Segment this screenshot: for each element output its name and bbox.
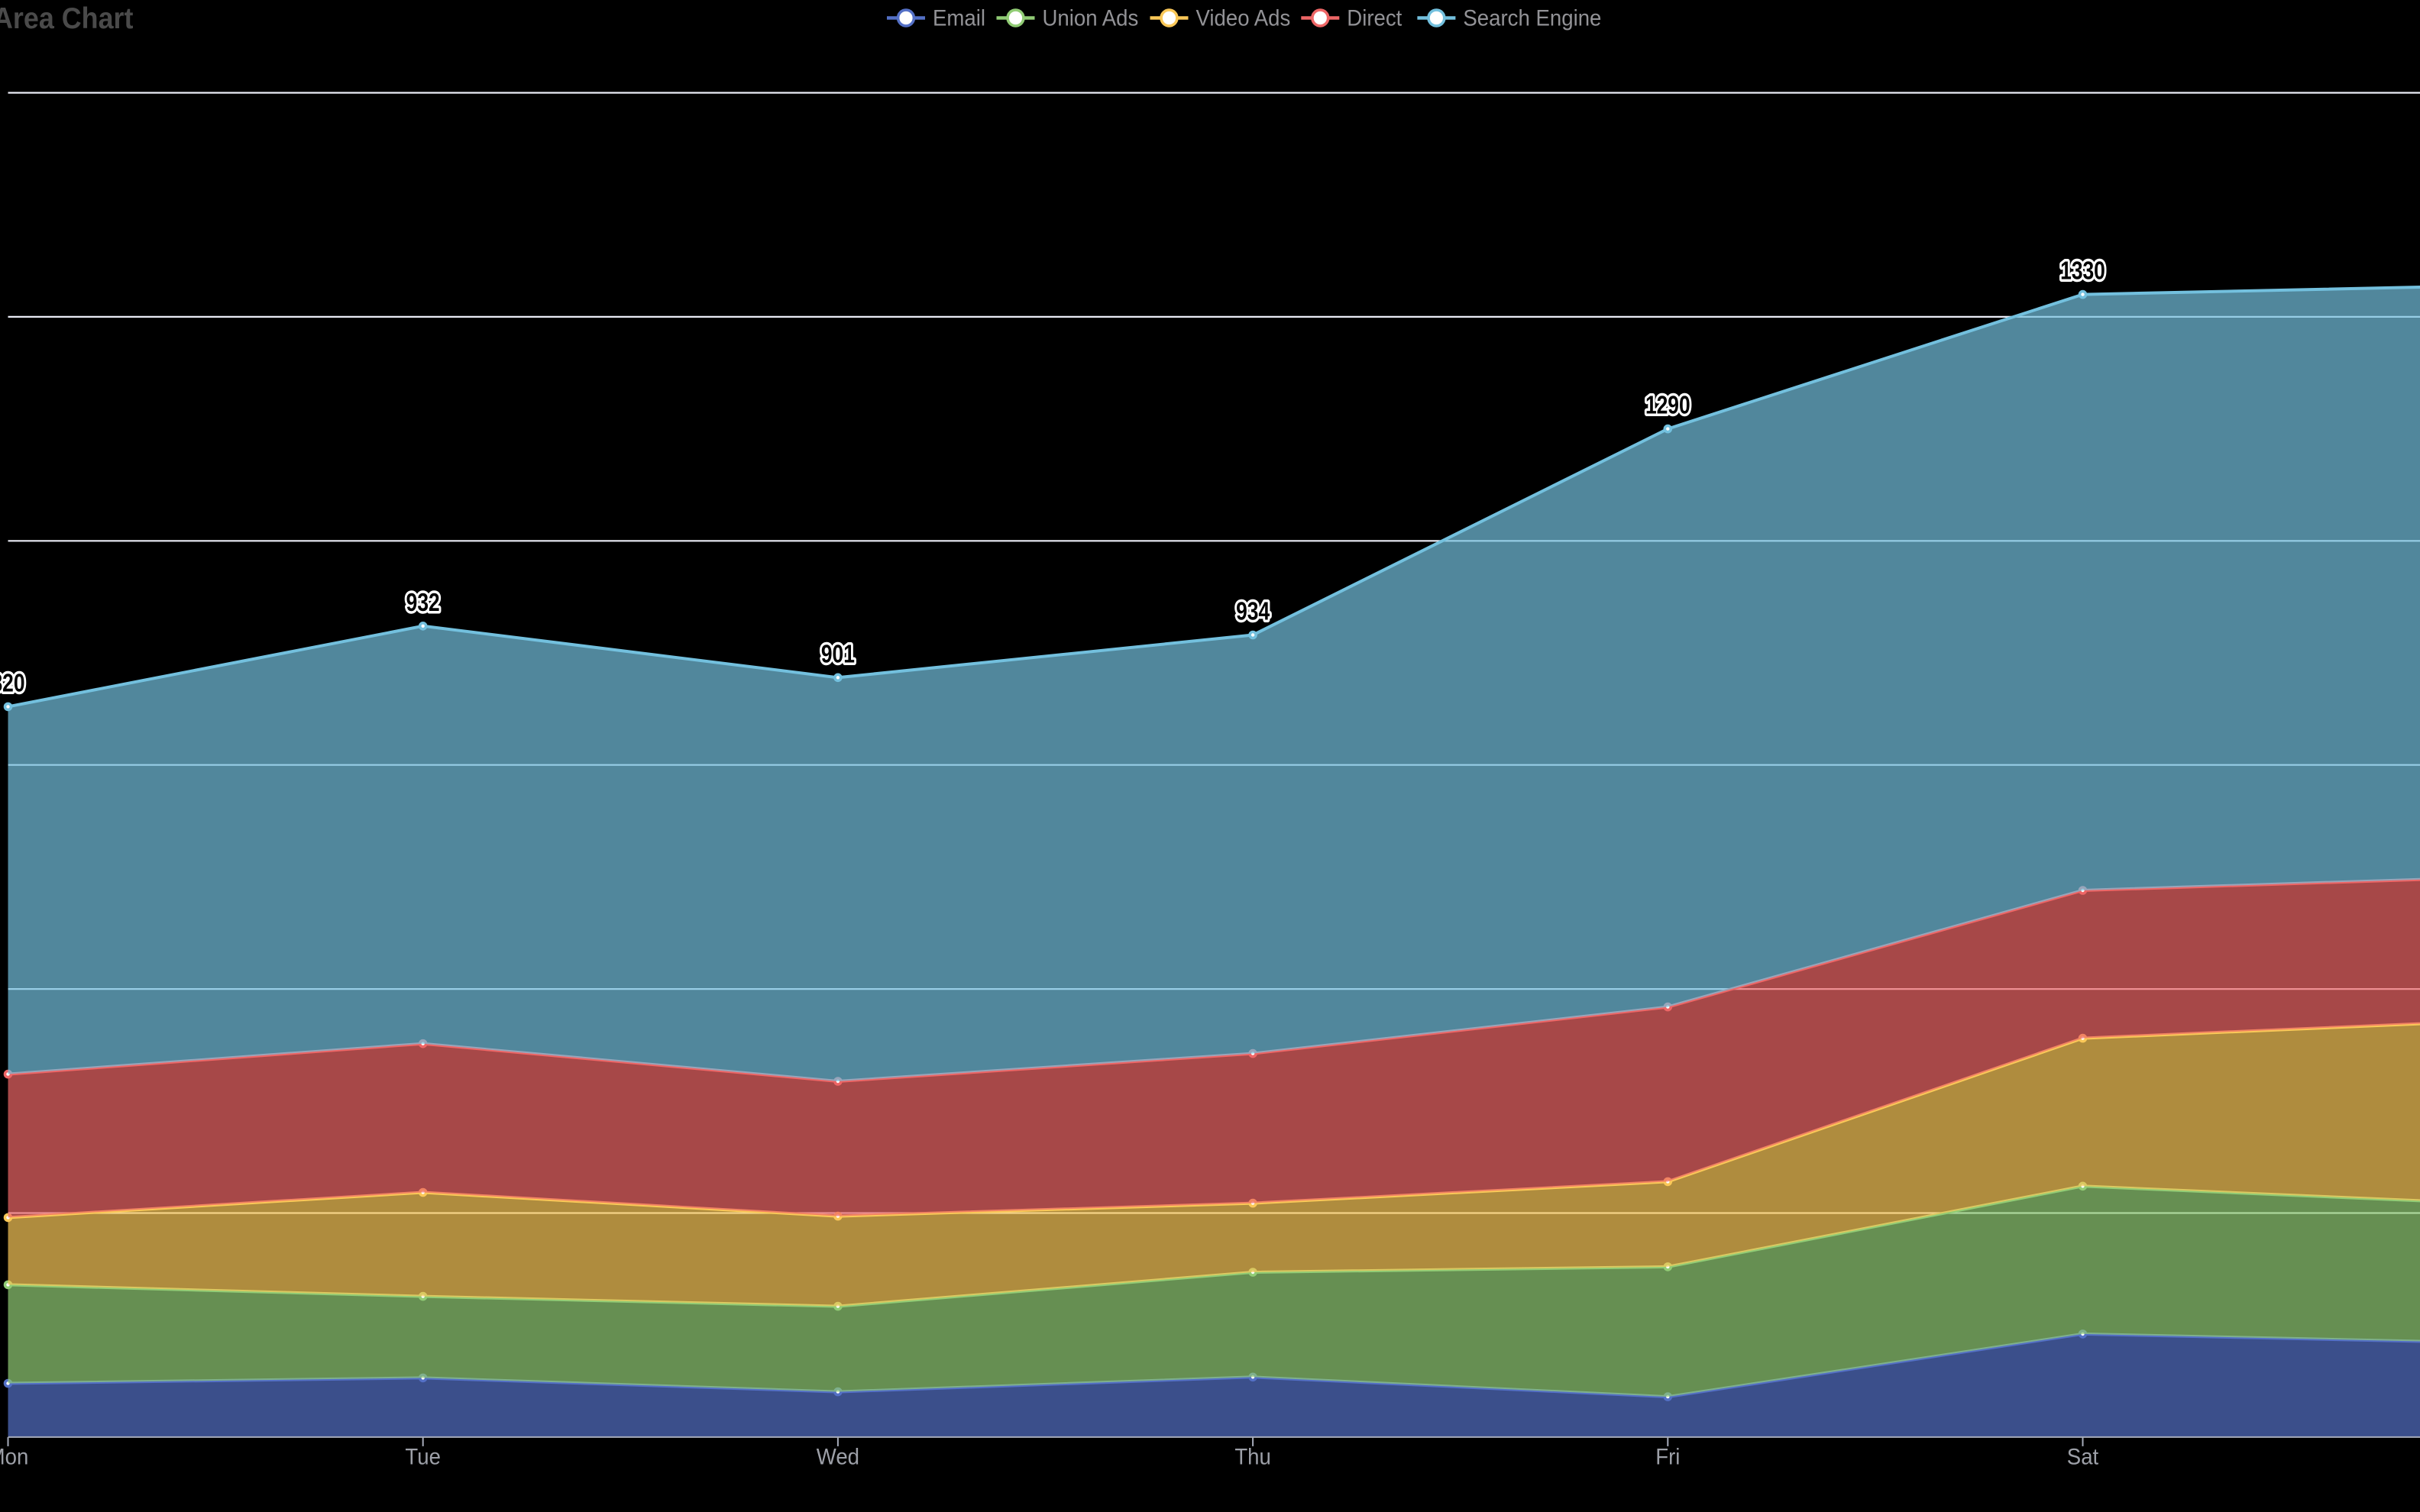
svg-text:Union Ads: Union Ads: [1043, 5, 1139, 31]
svg-text:Video Ads: Video Ads: [1196, 5, 1291, 31]
svg-text:Area Chart: Area Chart: [0, 2, 134, 35]
svg-text:Fri: Fri: [1655, 1444, 1680, 1469]
svg-text:Mon: Mon: [0, 1444, 28, 1469]
svg-text:Wed: Wed: [817, 1444, 859, 1469]
svg-text:934: 934: [1236, 598, 1270, 625]
svg-text:Thu: Thu: [1234, 1444, 1271, 1469]
svg-text:Search Engine: Search Engine: [1463, 5, 1601, 31]
svg-text:1330: 1330: [2060, 257, 2105, 285]
svg-text:Email: Email: [933, 5, 985, 31]
svg-text:932: 932: [406, 589, 440, 616]
svg-text:Sat: Sat: [2067, 1444, 2098, 1469]
svg-text:820: 820: [0, 670, 25, 697]
svg-text:901: 901: [821, 641, 855, 668]
svg-text:1290: 1290: [1645, 392, 1690, 419]
svg-text:Direct: Direct: [1347, 5, 1402, 31]
svg-text:Tue: Tue: [405, 1444, 441, 1469]
